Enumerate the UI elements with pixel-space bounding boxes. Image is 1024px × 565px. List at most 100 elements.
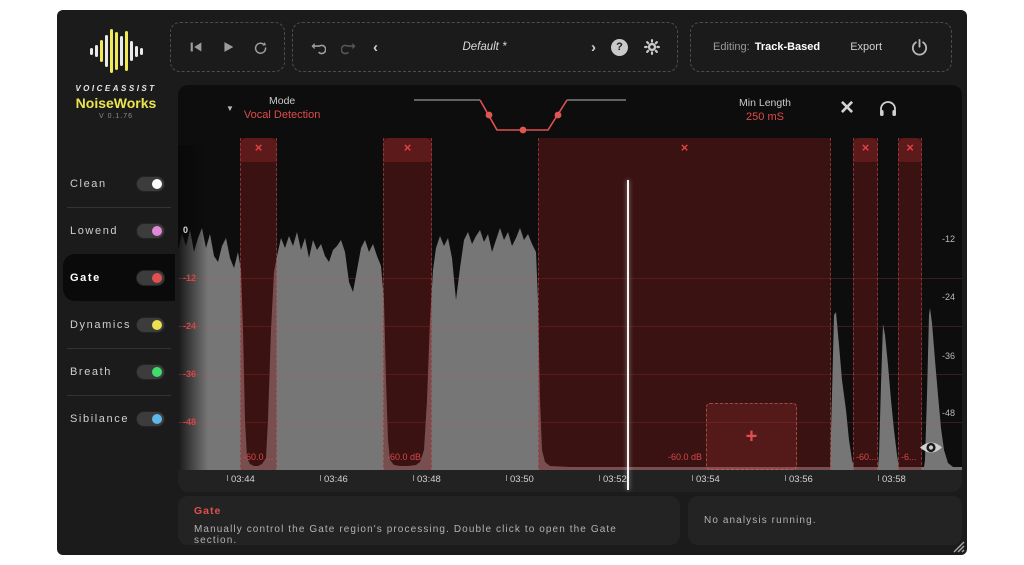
play-icon bbox=[224, 42, 234, 52]
toggle-knob bbox=[152, 178, 162, 189]
add-region-dropzone[interactable]: + bbox=[706, 403, 797, 470]
gate-region-1[interactable]: × -60.0 ... bbox=[240, 138, 277, 470]
module-label: Dynamics bbox=[70, 318, 132, 331]
editing-mode-value[interactable]: Track-Based bbox=[754, 41, 821, 53]
mode-label: Mode bbox=[269, 95, 296, 107]
timeline-tick bbox=[599, 475, 600, 481]
db-axis-label-left: -36 bbox=[183, 369, 197, 379]
timeline-label: 03:48 bbox=[417, 474, 441, 485]
sidebar-item-lowend[interactable]: Lowend bbox=[57, 207, 175, 254]
transport-group bbox=[170, 22, 285, 72]
db-gridline bbox=[178, 326, 962, 327]
module-label: Clean bbox=[70, 177, 107, 190]
skip-start-button[interactable] bbox=[188, 39, 204, 55]
region-threshold-label[interactable]: -60.0 dB bbox=[668, 452, 703, 462]
region-threshold-label[interactable]: -60.0 ... bbox=[243, 452, 274, 462]
gate-region-2[interactable]: × -60.0 dB bbox=[383, 138, 432, 470]
sidebar-item-breath[interactable]: Breath bbox=[57, 348, 175, 395]
clean-toggle[interactable] bbox=[136, 175, 165, 192]
mode-value: Vocal Detection bbox=[243, 109, 321, 121]
redo-button[interactable] bbox=[341, 39, 358, 56]
add-region-icon[interactable]: + bbox=[745, 425, 758, 447]
timeline-label: 03:58 bbox=[882, 474, 906, 485]
logo-bar bbox=[129, 41, 133, 61]
analysis-status: No analysis running. bbox=[704, 515, 817, 526]
preset-group: ‹ Default * › ? bbox=[292, 22, 678, 72]
region-header bbox=[240, 138, 277, 162]
region-header bbox=[898, 138, 922, 162]
region-header bbox=[383, 138, 432, 162]
curve-handle[interactable] bbox=[519, 126, 527, 134]
gate-region-3[interactable]: × -60.0 dB bbox=[538, 138, 831, 470]
dynamics-toggle[interactable] bbox=[136, 316, 165, 333]
prev-preset-button[interactable]: ‹ bbox=[373, 38, 378, 56]
playhead[interactable] bbox=[627, 180, 629, 490]
eye-icon bbox=[920, 442, 942, 453]
logo-bar bbox=[94, 45, 98, 57]
curve-handle[interactable] bbox=[485, 111, 493, 119]
redo-icon bbox=[341, 42, 356, 54]
next-preset-button[interactable]: › bbox=[591, 38, 596, 56]
export-button[interactable]: Export bbox=[850, 41, 882, 53]
resize-handle[interactable] bbox=[950, 538, 965, 553]
timeline-tick bbox=[413, 475, 414, 481]
toggle-knob bbox=[152, 272, 162, 283]
module-list: Clean Lowend Gate Dynamics Breath Sibilance bbox=[57, 160, 175, 442]
remove-region-icon[interactable]: × bbox=[906, 140, 914, 155]
timeline-label: 03:54 bbox=[696, 474, 720, 485]
toggle-knob bbox=[152, 366, 162, 377]
breath-toggle[interactable] bbox=[136, 363, 165, 380]
divider bbox=[67, 395, 171, 396]
gate-toggle[interactable] bbox=[136, 269, 165, 286]
brand-top-label: VOICEASSIST bbox=[75, 84, 157, 93]
timeline-ruler[interactable]: 03:44 03:46 03:48 03:50 03:52 03:54 03:56 03:58 bbox=[178, 470, 962, 492]
logo-bar bbox=[119, 36, 123, 66]
sidebar-item-sibilance[interactable]: Sibilance bbox=[57, 395, 175, 442]
gate-region-4[interactable]: × -60... bbox=[853, 138, 878, 470]
settings-button[interactable] bbox=[643, 38, 661, 56]
sidebar-item-dynamics[interactable]: Dynamics bbox=[57, 301, 175, 348]
clear-regions-button[interactable]: × bbox=[840, 94, 855, 121]
remove-region-icon[interactable]: × bbox=[403, 140, 412, 155]
gate-region-5[interactable]: × -6... bbox=[898, 138, 922, 470]
play-button[interactable] bbox=[220, 39, 236, 55]
brand-logo-waveform-icon bbox=[57, 26, 175, 76]
timeline-tick bbox=[506, 475, 507, 481]
min-length-control[interactable]: Min Length 250 mS bbox=[705, 97, 825, 123]
gate-envelope-curve[interactable] bbox=[412, 93, 628, 137]
power-icon bbox=[911, 38, 928, 55]
mode-selector[interactable]: ▼ Mode Vocal Detection bbox=[226, 95, 320, 121]
remove-region-icon[interactable]: × bbox=[680, 140, 689, 155]
module-label: Gate bbox=[70, 271, 101, 284]
min-length-value: 250 mS bbox=[746, 111, 784, 123]
lowend-toggle[interactable] bbox=[136, 222, 165, 239]
curve-handle[interactable] bbox=[554, 111, 562, 119]
region-threshold-label[interactable]: -60... bbox=[856, 452, 877, 462]
module-label: Sibilance bbox=[70, 412, 130, 425]
sibilance-toggle[interactable] bbox=[136, 410, 165, 427]
timeline-tick bbox=[692, 475, 693, 481]
region-header bbox=[853, 138, 878, 162]
undo-button[interactable] bbox=[309, 39, 326, 56]
region-threshold-label[interactable]: -6... bbox=[901, 452, 917, 462]
db-gridline bbox=[178, 422, 962, 423]
logo-bar bbox=[104, 35, 108, 67]
visibility-toggle[interactable] bbox=[918, 439, 944, 456]
sidebar-item-gate[interactable]: Gate bbox=[63, 254, 175, 301]
loop-icon bbox=[254, 41, 266, 54]
undo-icon bbox=[311, 42, 326, 54]
logo-bar bbox=[109, 29, 113, 73]
logo-bar bbox=[99, 40, 103, 62]
monitor-button[interactable] bbox=[878, 99, 898, 117]
help-button[interactable]: ? bbox=[611, 38, 628, 56]
db-gridline bbox=[178, 278, 962, 279]
remove-region-icon[interactable]: × bbox=[254, 140, 263, 155]
preset-name[interactable]: Default * bbox=[462, 41, 507, 53]
waveform-plot[interactable]: 0 -12 -24 -36 -48 -12 -24 -36 -48 × -60.0 ... × -60.… bbox=[178, 138, 962, 470]
db-axis-label-left: -12 bbox=[183, 273, 197, 283]
region-threshold-label[interactable]: -60.0 dB bbox=[387, 452, 422, 462]
loop-button[interactable] bbox=[253, 40, 268, 55]
remove-region-icon[interactable]: × bbox=[861, 140, 870, 155]
sidebar-item-clean[interactable]: Clean bbox=[57, 160, 175, 207]
power-button[interactable] bbox=[910, 38, 929, 57]
